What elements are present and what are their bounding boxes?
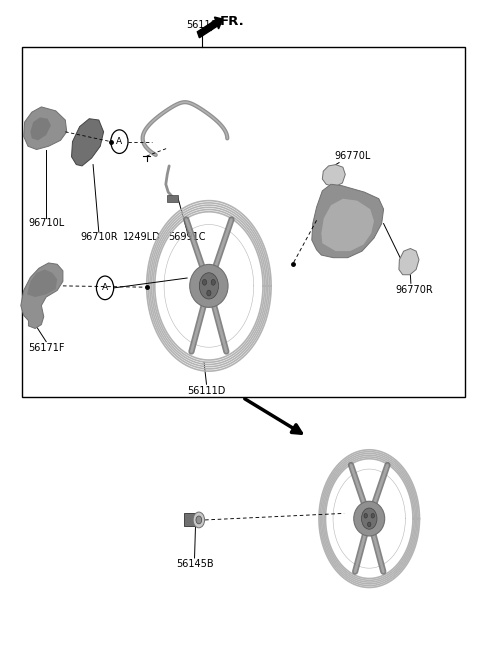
Text: A: A [102,283,108,292]
Polygon shape [27,269,57,297]
Polygon shape [312,184,384,258]
Polygon shape [322,198,374,251]
Circle shape [199,273,218,299]
Ellipse shape [190,264,228,307]
Polygon shape [24,107,67,150]
Polygon shape [323,165,345,187]
Circle shape [368,522,371,527]
Circle shape [364,513,367,518]
Polygon shape [399,248,419,275]
Bar [22,47,465,397]
Text: 1249LD: 1249LD [123,232,161,242]
Polygon shape [21,263,63,328]
Polygon shape [30,118,51,141]
Text: 96770R: 96770R [396,284,433,294]
Circle shape [211,279,216,285]
Circle shape [207,290,211,296]
Polygon shape [72,119,104,166]
Text: 56991C: 56991C [168,232,206,242]
Circle shape [361,508,377,530]
Text: 56110: 56110 [186,20,217,30]
Text: 96710L: 96710L [28,218,64,229]
FancyArrow shape [197,17,223,37]
Text: A: A [116,137,122,146]
Text: 56145B: 56145B [176,559,213,569]
Circle shape [203,279,206,285]
Circle shape [193,512,204,528]
Bar [184,513,195,526]
Circle shape [371,513,374,518]
Text: 96770L: 96770L [334,151,371,162]
Bar [167,195,178,202]
Circle shape [196,516,202,524]
Text: 56171F: 56171F [28,343,64,353]
Text: 56111D: 56111D [187,386,226,396]
Text: FR.: FR. [220,15,245,28]
Ellipse shape [354,501,384,536]
Text: 96710R: 96710R [80,232,118,242]
